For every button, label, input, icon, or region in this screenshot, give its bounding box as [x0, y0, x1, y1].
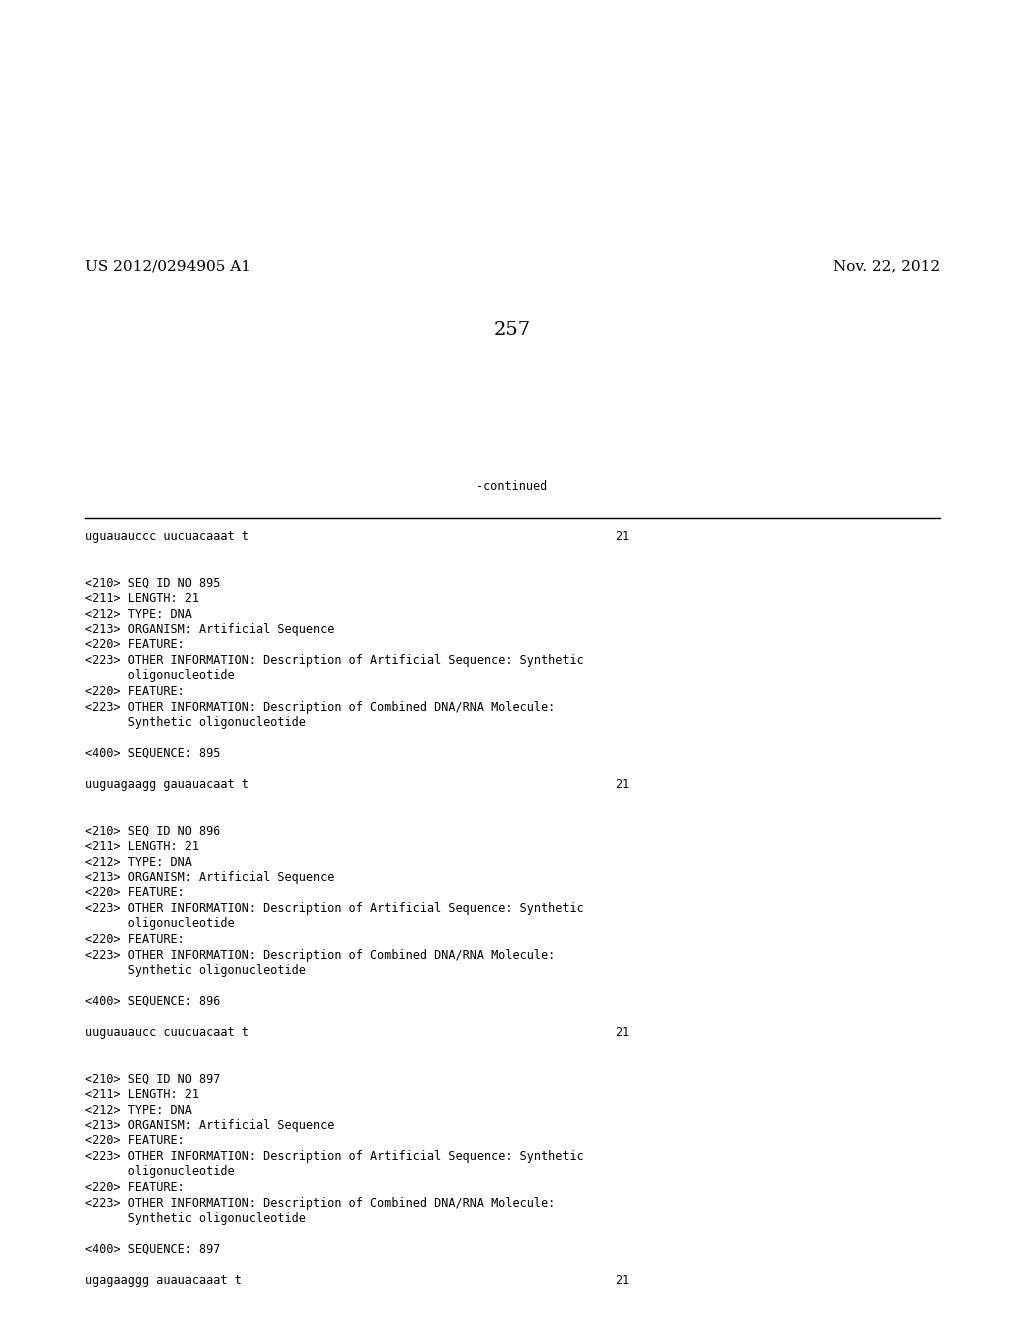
Text: <220> FEATURE:: <220> FEATURE: [85, 685, 184, 698]
Text: <400> SEQUENCE: 897: <400> SEQUENCE: 897 [85, 1243, 220, 1257]
Text: <223> OTHER INFORMATION: Description of Artificial Sequence: Synthetic: <223> OTHER INFORMATION: Description of … [85, 1150, 584, 1163]
Text: uuguagaagg gauauacaat t: uuguagaagg gauauacaat t [85, 777, 249, 791]
Text: <212> TYPE: DNA: <212> TYPE: DNA [85, 855, 191, 869]
Text: <211> LENGTH: 21: <211> LENGTH: 21 [85, 840, 199, 853]
Text: <210> SEQ ID NO 897: <210> SEQ ID NO 897 [85, 1072, 220, 1085]
Text: Nov. 22, 2012: Nov. 22, 2012 [833, 259, 940, 273]
Text: <223> OTHER INFORMATION: Description of Combined DNA/RNA Molecule:: <223> OTHER INFORMATION: Description of … [85, 949, 555, 961]
Text: <212> TYPE: DNA: <212> TYPE: DNA [85, 1104, 191, 1117]
Text: <211> LENGTH: 21: <211> LENGTH: 21 [85, 1088, 199, 1101]
Text: <220> FEATURE:: <220> FEATURE: [85, 1134, 184, 1147]
Text: Synthetic oligonucleotide: Synthetic oligonucleotide [85, 964, 306, 977]
Text: <223> OTHER INFORMATION: Description of Combined DNA/RNA Molecule:: <223> OTHER INFORMATION: Description of … [85, 1196, 555, 1209]
Text: <213> ORGANISM: Artificial Sequence: <213> ORGANISM: Artificial Sequence [85, 623, 335, 636]
Text: <213> ORGANISM: Artificial Sequence: <213> ORGANISM: Artificial Sequence [85, 1119, 335, 1133]
Text: <211> LENGTH: 21: <211> LENGTH: 21 [85, 591, 199, 605]
Text: <400> SEQUENCE: 896: <400> SEQUENCE: 896 [85, 995, 220, 1008]
Text: <223> OTHER INFORMATION: Description of Artificial Sequence: Synthetic: <223> OTHER INFORMATION: Description of … [85, 653, 584, 667]
Text: <223> OTHER INFORMATION: Description of Artificial Sequence: Synthetic: <223> OTHER INFORMATION: Description of … [85, 902, 584, 915]
Text: -continued: -continued [476, 480, 548, 492]
Text: uuguauaucc cuucuacaat t: uuguauaucc cuucuacaat t [85, 1026, 249, 1039]
Text: oligonucleotide: oligonucleotide [85, 669, 234, 682]
Text: <213> ORGANISM: Artificial Sequence: <213> ORGANISM: Artificial Sequence [85, 871, 335, 884]
Text: oligonucleotide: oligonucleotide [85, 917, 234, 931]
Text: 21: 21 [615, 531, 630, 543]
Text: Synthetic oligonucleotide: Synthetic oligonucleotide [85, 1212, 306, 1225]
Text: <210> SEQ ID NO 896: <210> SEQ ID NO 896 [85, 825, 220, 837]
Text: <220> FEATURE:: <220> FEATURE: [85, 933, 184, 946]
Text: US 2012/0294905 A1: US 2012/0294905 A1 [85, 259, 251, 273]
Text: 257: 257 [494, 321, 530, 339]
Text: ugagaaggg auauacaaat t: ugagaaggg auauacaaat t [85, 1274, 242, 1287]
Text: <220> FEATURE:: <220> FEATURE: [85, 1181, 184, 1195]
Text: <400> SEQUENCE: 895: <400> SEQUENCE: 895 [85, 747, 220, 760]
Text: <210> SEQ ID NO 895: <210> SEQ ID NO 895 [85, 577, 220, 590]
Text: 21: 21 [615, 1274, 630, 1287]
Text: <212> TYPE: DNA: <212> TYPE: DNA [85, 607, 191, 620]
Text: uguauauccc uucuacaaat t: uguauauccc uucuacaaat t [85, 531, 249, 543]
Text: 21: 21 [615, 777, 630, 791]
Text: oligonucleotide: oligonucleotide [85, 1166, 234, 1179]
Text: <223> OTHER INFORMATION: Description of Combined DNA/RNA Molecule:: <223> OTHER INFORMATION: Description of … [85, 701, 555, 714]
Text: 21: 21 [615, 1026, 630, 1039]
Text: Synthetic oligonucleotide: Synthetic oligonucleotide [85, 715, 306, 729]
Text: <220> FEATURE:: <220> FEATURE: [85, 887, 184, 899]
Text: <220> FEATURE:: <220> FEATURE: [85, 639, 184, 652]
